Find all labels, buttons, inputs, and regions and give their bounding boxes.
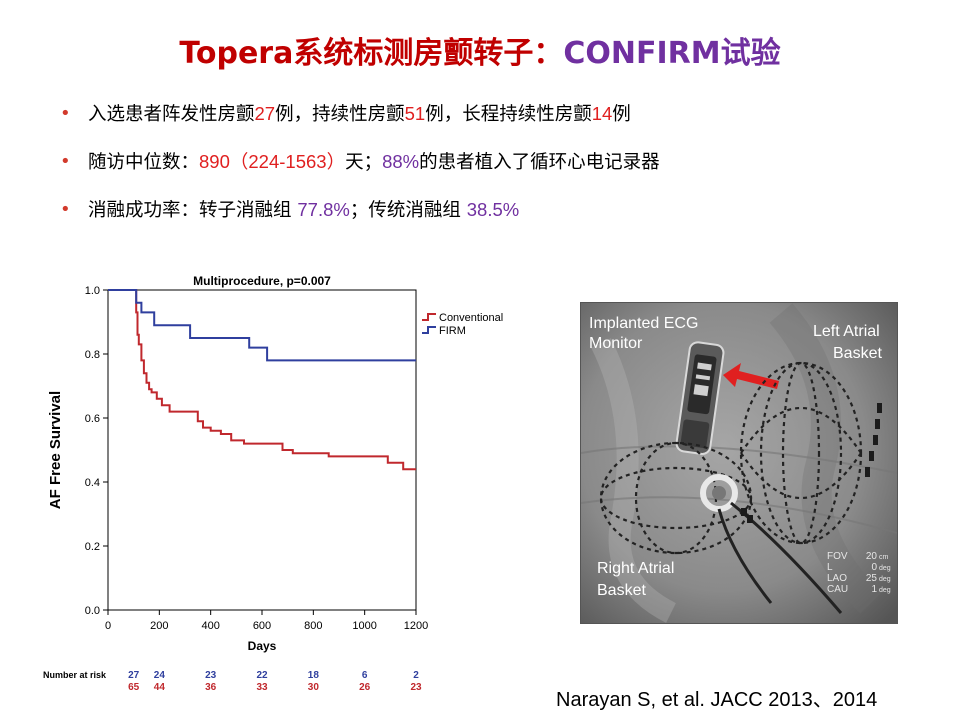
x-tick-label: 800 [304,620,322,632]
risk-count: 44 [154,682,166,693]
bullet-text-segment: 例，持续性房颤 [275,104,405,125]
fov-val: 1 [871,584,877,595]
fluoroscopy-illustration: Implanted ECG Monitor Left Atrial Basket… [581,303,897,623]
left-basket-label-2: Basket [833,345,882,362]
bullet-text-segment: 入选患者阵发性房颤 [88,104,255,125]
series-line-firm [108,289,416,362]
risk-count: 22 [256,670,268,681]
bullet-dot-icon: • [60,199,71,220]
bullet-text-segment: 14 [591,103,613,124]
y-tick-label: 0.6 [85,413,100,425]
fov-key: L [827,562,833,573]
bullet-item: • 随访中位数：890（224-1563）天；88%的患者植入了循环心电记录器 [60,146,940,194]
risk-table-label: Number at risk [43,670,107,680]
bullet-text-segment: 38.5% [466,199,520,220]
bullet-text-segment: 例 [612,104,631,125]
risk-count: 36 [205,682,217,693]
kaplan-meier-chart: Multiprocedure, p=0.007 0.0 0.2 0.4 0.6 0.8 1.… [43,274,503,693]
series-line-conventional [108,289,416,471]
y-tick-label: 0.4 [85,477,100,489]
risk-count: 23 [410,682,422,693]
y-tick-label: 0.8 [85,349,100,361]
risk-count: 6 [362,670,368,681]
risk-count: 30 [308,682,320,693]
fov-key: CAU [827,584,848,595]
citation: Narayan S, et al. JACC 2013、2014 [556,689,878,711]
bullet-text-segment: 消融成功率：转子消融组 [88,200,298,221]
x-tick-label: 1200 [404,620,428,632]
chart-title: Multiprocedure, p=0.007 [193,274,331,288]
risk-count: 2 [413,670,419,681]
fov-val: 25 [866,573,878,584]
bullet-text-segment: 天； [345,152,383,173]
x-tick-label: 400 [201,620,219,632]
ecg-monitor-label-1: Implanted ECG [589,315,698,332]
y-tick-label: 0.2 [85,541,100,553]
fov-key: LAO [827,573,847,584]
fov-unit: deg [879,587,891,594]
risk-count: 26 [359,682,371,693]
right-basket-label-2: Basket [597,582,646,599]
ecg-monitor-label-2: Monitor [589,335,643,352]
fluoroscopy-image: Implanted ECG Monitor Left Atrial Basket… [580,302,898,624]
title-part-2: CONFIRM试验 [563,36,781,71]
fov-key: FOV [827,551,848,562]
bullet-text-segment: 51 [404,103,426,124]
bullet-text-segment: 的患者植入了循环心电记录器 [419,152,660,173]
left-basket-label-1: Left Atrial [813,323,880,340]
bullet-text-segment: 随访中位数： [88,152,200,173]
fov-val: 20 [866,551,878,562]
bullet-dot-icon: • [60,103,71,124]
x-tick-label: 600 [253,620,271,632]
legend-label-firm: FIRM [439,325,466,337]
bullet-text-segment: 27 [254,103,276,124]
bullet-text-segment: ；传统消融组 [349,200,467,221]
x-tick-label: 0 [105,620,111,632]
legend-label-conventional: Conventional [439,312,503,324]
x-axis-label: Days [248,639,277,653]
x-tick-label: 1000 [352,620,376,632]
risk-count: 33 [256,682,268,693]
risk-count: 24 [154,670,166,681]
bullet-text-segment: 77.8% [297,199,350,220]
fov-unit: deg [879,576,891,583]
left-atrial-basket [739,361,863,545]
fov-val: 0 [871,562,877,573]
fov-unit: deg [879,565,891,572]
risk-count: 65 [128,682,140,693]
right-basket-label-1: Right Atrial [597,560,674,577]
legend-swatch-conventional [422,313,436,321]
y-tick-label: 1.0 [85,285,100,297]
bullet-item: • 消融成功率：转子消融组 77.8%；传统消融组 38.5% [60,194,940,242]
bullet-item: • 入选患者阵发性房颤27例，持续性房颤51例，长程持续性房颤14例 [60,98,940,146]
bullet-text-segment: 例，长程持续性房颤 [425,104,592,125]
bullet-list: • 入选患者阵发性房颤27例，持续性房颤51例，长程持续性房颤14例 • 随访中位数：… [60,98,940,242]
risk-count: 27 [128,670,140,681]
y-axis-label: AF Free Survival [47,391,64,509]
risk-count: 23 [205,670,217,681]
plot-frame [107,289,417,611]
ecg-monitor-device [675,341,725,455]
legend-swatch-firm [422,326,436,334]
bullet-text-segment: 88% [382,151,420,172]
x-tick-label: 200 [150,620,168,632]
bullet-text-segment: 890（224-1563） [199,151,346,172]
y-tick-label: 0.0 [85,605,100,617]
fov-unit: cm [879,554,889,561]
bullet-dot-icon: • [60,151,71,172]
title-part-1: Topera系统标测房颤转子： [179,36,564,71]
risk-count: 18 [308,670,320,681]
slide-title: Topera系统标测房颤转子：CONFIRM试验 [0,28,960,72]
